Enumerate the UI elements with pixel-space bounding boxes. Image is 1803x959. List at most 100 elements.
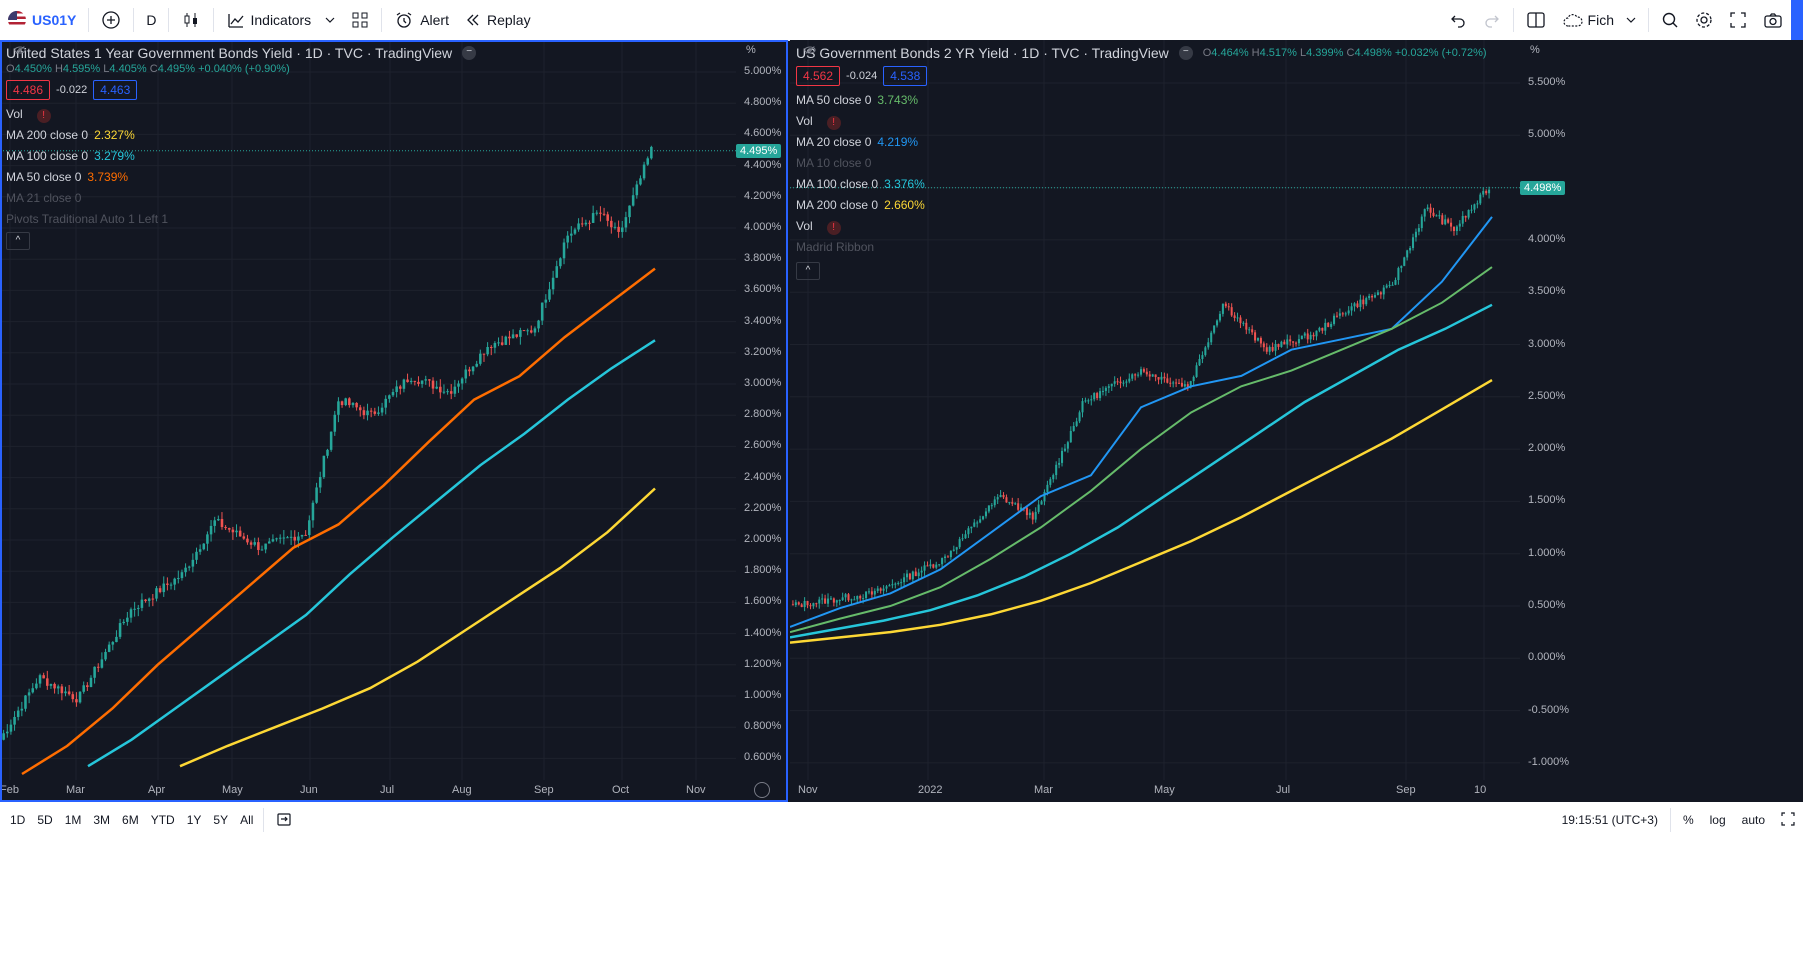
indicator-row[interactable]: MA 20 close 0 4.219% [796, 132, 1487, 153]
candle-up [850, 599, 853, 601]
candle-up [1218, 313, 1221, 321]
range-button-1m[interactable]: 1M [64, 813, 82, 827]
error-icon[interactable]: ! [826, 116, 841, 130]
candle-down [606, 214, 609, 221]
chevron-down-icon[interactable] [325, 15, 335, 25]
left-chart-canvas[interactable] [0, 40, 788, 802]
auto-toggle[interactable]: auto [1741, 813, 1765, 827]
right-chart-pane[interactable]: US Government Bonds 2 YR Yield · 1D · TV… [790, 40, 1803, 802]
candle-up [900, 582, 903, 584]
snapshot-button[interactable] [1755, 0, 1791, 40]
indicator-row[interactable]: Vol! [796, 216, 1487, 237]
undo-button[interactable] [1441, 0, 1475, 40]
error-icon[interactable]: ! [826, 221, 841, 235]
candle-down [96, 666, 100, 668]
clock[interactable]: 19:15:51 (UTC+3) [1561, 813, 1658, 827]
candle-up [453, 386, 457, 394]
candles-icon [184, 13, 198, 27]
range-button-5y[interactable]: 5Y [213, 813, 229, 827]
symbol-search[interactable]: US01Y [0, 0, 84, 40]
candle-up [1160, 376, 1163, 380]
candle-up [1476, 203, 1479, 205]
error-icon[interactable]: ! [36, 109, 51, 123]
range-button-6m[interactable]: 6M [122, 813, 139, 827]
more-icon[interactable]: − [1178, 46, 1193, 60]
left-price-axis[interactable]: % 5.000% 4.800% 4.600% 4.400% 4.200% 4.000% 3.… [736, 40, 788, 780]
eye-crossed-icon[interactable] [14, 45, 26, 55]
indicator-row[interactable]: MA 100 close 0 3.279% [6, 146, 476, 167]
indicator-row[interactable]: MA 10 close 0 [796, 46, 1487, 174]
range-button-ytd[interactable]: YTD [150, 813, 175, 827]
indicators-button[interactable]: Indicators [218, 0, 343, 40]
price-tick-label: 1.800% [744, 564, 782, 577]
range-button-1d[interactable]: 1D [10, 813, 26, 827]
left-time-axis[interactable]: Feb Mar Apr May Jun Jul Aug Sep Oct Nov [0, 780, 736, 802]
indicator-row[interactable]: MA 100 close 0 3.376% [796, 174, 1487, 195]
range-button-1y[interactable]: 1Y [186, 813, 202, 827]
candle-up [115, 636, 118, 643]
right-ohlc: O4.464% H4.517% L4.399% C4.498% +0.032% … [1202, 47, 1487, 59]
candle-up [460, 378, 464, 384]
alert-button[interactable]: Alert [386, 0, 457, 40]
indicator-row[interactable]: MA 50 close 0 3.743% [796, 90, 1487, 111]
indicator-row[interactable]: MA 200 close 0 2.660% [796, 195, 1487, 216]
save-layout-button[interactable]: Fich [1554, 0, 1644, 40]
fullscreen-icon[interactable] [1773, 811, 1803, 829]
toolbar-divider [88, 8, 90, 32]
candle-up [976, 522, 979, 524]
range-button-5d[interactable]: 5D [37, 813, 53, 827]
range-button-all[interactable]: All [240, 813, 254, 827]
candle-up [344, 398, 347, 406]
indicator-row[interactable]: Madrid Ribbon [796, 46, 1487, 258]
candle-up [938, 564, 941, 566]
right-time-axis[interactable]: Nov 2022 Mar May Jul Sep 10 [790, 780, 1520, 802]
candle-up [990, 505, 993, 507]
interval-button[interactable]: D [138, 0, 164, 40]
redo-button[interactable] [1475, 0, 1509, 40]
settings-button[interactable] [1687, 0, 1721, 40]
price-tick-label: 4.600% [744, 127, 782, 140]
indicator-row[interactable]: MA 50 close 0 3.739% [6, 167, 476, 188]
candle-up [1406, 250, 1409, 258]
replay-button[interactable]: Replay [457, 0, 539, 40]
candle-down [482, 353, 486, 355]
candle-up [1280, 341, 1283, 347]
bid-box[interactable]: 4.562 [796, 66, 841, 86]
left-chart-pane[interactable]: United States 1 Year Government Bonds Yi… [0, 40, 788, 802]
fullscreen-button[interactable] [1721, 0, 1755, 40]
candle-up [1172, 382, 1175, 384]
chart-type-button[interactable] [173, 0, 209, 40]
goto-date-button[interactable] [268, 811, 300, 830]
log-toggle[interactable]: log [1709, 813, 1726, 827]
candle-up [827, 598, 830, 604]
candle-down [1230, 307, 1233, 316]
indicator-row[interactable]: Vol! [796, 111, 1487, 132]
quick-search-button[interactable] [1653, 0, 1687, 40]
candle-up [635, 184, 639, 196]
templates-button[interactable] [343, 0, 377, 40]
indicator-row[interactable]: MA 200 close 0 2.327% [6, 125, 476, 146]
candle-up [297, 536, 300, 541]
eye-crossed-icon[interactable] [804, 45, 816, 55]
layout-button[interactable] [1518, 0, 1554, 40]
indicator-row[interactable]: Pivots Traditional Auto 1 Left 1 [6, 46, 476, 230]
compare-button[interactable] [93, 0, 129, 40]
indicator-row[interactable]: Vol! [6, 104, 476, 125]
right-price-axis[interactable]: % 5.500%5.000%4.500%4.000%3.500%3.000%2.… [1520, 40, 1580, 780]
candle-down [1295, 342, 1298, 344]
range-button-3m[interactable]: 3M [93, 813, 111, 827]
candle-down [166, 583, 169, 585]
right-chart-canvas[interactable] [790, 40, 1803, 802]
bid-box[interactable]: 4.486 [6, 80, 51, 100]
ask-box[interactable]: 4.463 [93, 80, 138, 100]
price-tick-label: 4.800% [744, 96, 782, 109]
ask-box[interactable]: 4.538 [883, 66, 928, 86]
candle-up [1403, 257, 1406, 266]
settings-icon[interactable] [754, 782, 770, 798]
indicator-row[interactable]: MA 21 close 0 [6, 46, 476, 209]
more-icon[interactable]: − [462, 46, 477, 60]
publish-button[interactable] [1791, 0, 1803, 40]
collapse-legend-button[interactable]: ^ [796, 262, 820, 280]
percent-toggle[interactable]: % [1682, 813, 1694, 827]
collapse-legend-button[interactable]: ^ [6, 232, 30, 250]
